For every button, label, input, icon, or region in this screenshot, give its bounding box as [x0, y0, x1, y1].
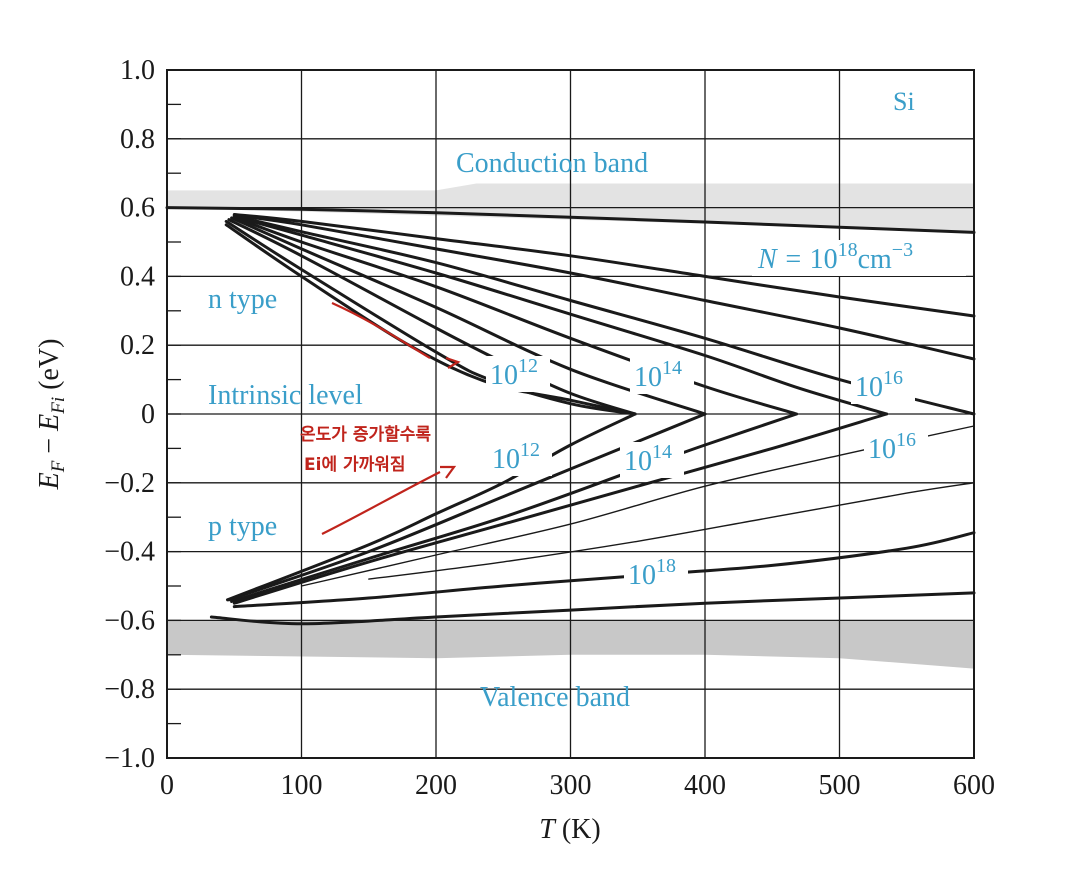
x-tick-label: 600 [953, 770, 995, 801]
annotation-arrow-lower [321, 471, 441, 535]
curve-n-10-13 [227, 218, 637, 416]
intrinsic-level-label: Intrinsic level [208, 380, 363, 411]
curve-label-bg [752, 240, 966, 276]
x-tick-label: 400 [684, 770, 726, 801]
curve-n-10-15 [232, 215, 889, 416]
curve-n-10-16 [232, 213, 976, 361]
curve-p-10-14 [230, 412, 798, 603]
curve-label-bg [864, 430, 928, 466]
curve-label-n16: 1016 [855, 367, 903, 403]
curve-label-bg [624, 556, 688, 592]
annotation-line-1: 온도가 증가할수록 [300, 425, 431, 445]
annotation-arrowhead-upper [445, 356, 461, 369]
curve-label-n14: 1014 [634, 357, 682, 393]
curve-label-p16: 1016 [868, 429, 916, 465]
curve-n-10-15-5 [232, 214, 976, 416]
y-tick-label: 1.0 [120, 55, 155, 86]
p-type-label: p type [208, 511, 277, 542]
curve-n-10-18 [165, 206, 976, 234]
x-tick-label: 200 [415, 770, 457, 801]
y-tick-label: 0 [141, 399, 155, 430]
curve-label-bg [630, 358, 694, 394]
curve-label-bg [851, 368, 915, 404]
curve-label-n12: 1012 [490, 355, 538, 391]
curve-p-10-15 [232, 412, 889, 605]
curve-p-10-16 [300, 425, 975, 587]
y-tick-label: −0.8 [104, 674, 155, 705]
y-tick-label: 0.6 [120, 193, 155, 224]
y-axis-title: EF − EFi (eV) [34, 339, 69, 491]
x-tick-label: 500 [819, 770, 861, 801]
curve-p-10-13 [227, 412, 707, 602]
curve-n-10-14 [230, 216, 707, 416]
curve-p-10-12 [226, 412, 637, 602]
y-tick-label: −0.6 [104, 605, 155, 636]
y-tick-label: −0.2 [104, 468, 155, 499]
annotation-arrow-upper [331, 301, 431, 359]
axis-ticks [167, 69, 181, 759]
curve-n-10-14-5 [232, 215, 798, 416]
axis-tick-labels: 0 100 200 300 400 500 600 1.0 0.8 0.6 0.4 0.2 0 −0.2 −… [104, 55, 995, 801]
curve-label-p18: 1018 [628, 555, 676, 591]
curve-labels: 1012 1014 1016 1012 1014 1016 1018 N = 1018cm−3 [486, 239, 966, 592]
curve-p-10-19 [209, 591, 976, 626]
y-tick-label: 0.4 [120, 261, 155, 292]
x-tick-label: 0 [160, 770, 174, 801]
x-tick-label: 100 [281, 770, 323, 801]
y-tick-label: −1.0 [104, 743, 155, 774]
curve-n-10-11 [224, 223, 637, 416]
curve-label-bg [488, 440, 552, 476]
y-tick-label: 0.8 [120, 124, 155, 155]
curve-label-p12: 1012 [492, 439, 540, 475]
curve-p-10-17 [368, 482, 975, 580]
fermi-curves [165, 206, 976, 626]
curve-label-p14: 1014 [624, 441, 672, 477]
y-tick-label: −0.4 [104, 537, 155, 568]
conduction-band-label: Conduction band [456, 148, 648, 179]
handwritten-annotation: 온도가 증가할수록 Ei에 가까워짐 [300, 301, 461, 535]
y-tick-label: 0.2 [120, 330, 155, 361]
n-type-label: n type [208, 284, 277, 315]
curve-n-10-17 [232, 213, 976, 318]
material-label: Si [893, 87, 915, 116]
valence-band-label: Valence band [480, 682, 630, 713]
annotation-line-2: Ei에 가까워짐 [304, 455, 406, 475]
curve-label-bg [486, 356, 550, 392]
x-tick-label: 300 [550, 770, 592, 801]
curve-label-n-top: N = 1018cm−3 [757, 239, 913, 275]
annotation-arrowhead-lower [440, 465, 457, 479]
curve-label-bg [620, 442, 684, 478]
x-axis-title: T (K) [539, 814, 600, 845]
